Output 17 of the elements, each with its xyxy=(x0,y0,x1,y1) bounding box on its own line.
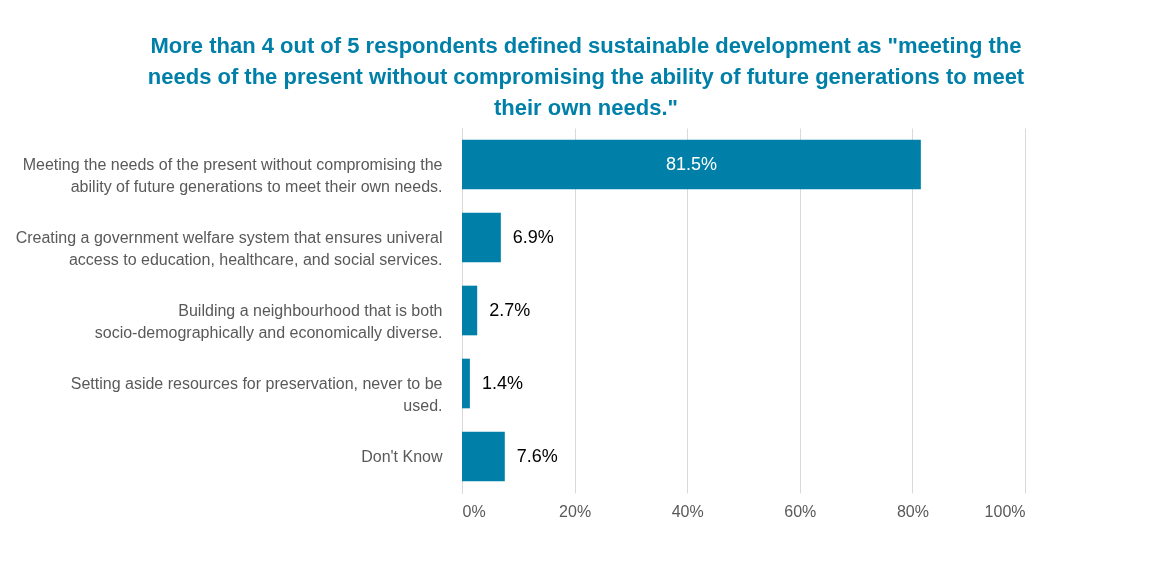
y-tick-label: Creating a government welfare system that ensures univeral access to education, healthcare, and social services. xyxy=(15,228,443,268)
x-tick-label: 100% xyxy=(984,502,1026,520)
data-label: 7.6% xyxy=(516,445,558,466)
y-tick-label: Setting aside resources for preservation, never to be used. xyxy=(70,374,443,414)
x-tick-label: 60% xyxy=(784,502,817,520)
y-tick-label: Don't Know xyxy=(361,447,443,465)
data-label: 81.5% xyxy=(665,153,717,174)
data-label: 6.9% xyxy=(512,226,554,247)
chart-title: More than 4 out of 5 respondents defined sustainable development as "meeting the needs of the present without compromising the ability of future generations to meet their own needs." xyxy=(146,32,1026,122)
x-tick-label: 40% xyxy=(671,502,704,520)
x-tick-label: 20% xyxy=(559,502,592,520)
data-label: 1.4% xyxy=(481,372,523,393)
y-tick-label: Meeting the needs of the present without compromising the ability of future generations to meet their own needs. xyxy=(22,155,443,195)
data-label: 2.7% xyxy=(489,299,531,320)
x-tick-label: 80% xyxy=(896,502,929,520)
x-tick-label: 0% xyxy=(462,502,486,520)
y-tick-label: Building a neighbourhood that is both socio-demographically and economically diverse. xyxy=(94,301,443,341)
